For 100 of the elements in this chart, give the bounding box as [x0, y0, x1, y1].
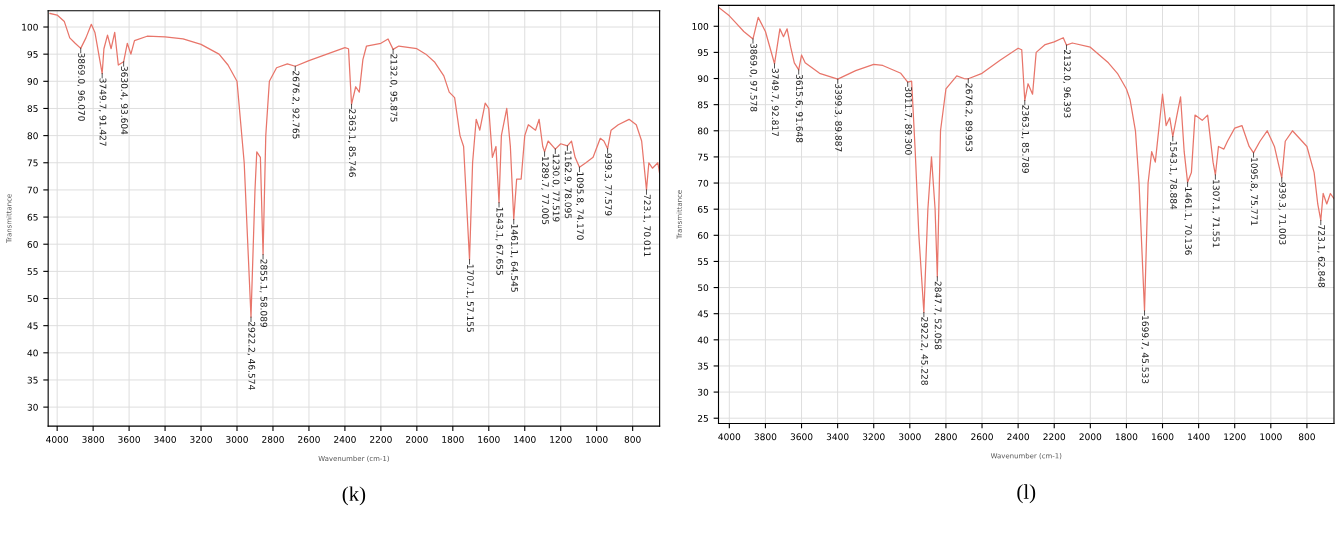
text: (k) — [342, 486, 366, 506]
x-tick-label: 2000 — [1079, 433, 1102, 441]
annotation: 1095.8, 74.170 — [575, 172, 584, 240]
x-tick-label: 2600 — [298, 436, 320, 443]
y-tick-label: 45 — [697, 310, 708, 318]
annotation: 3399.3, 89.887 — [834, 83, 842, 152]
annotation: 1095.8, 75.771 — [1249, 158, 1258, 226]
y-tick-label: 60 — [27, 240, 38, 248]
y-tick-label: 40 — [27, 349, 38, 357]
x-tick-label: 1000 — [1260, 433, 1282, 441]
x-tick-label: 1200 — [1224, 433, 1246, 441]
y-tick-label: 65 — [27, 213, 38, 221]
annotation: 2676.2, 92.765 — [291, 71, 300, 139]
y-tick-label: 65 — [697, 205, 708, 213]
annotation: 1307.1, 71.551 — [1211, 180, 1220, 248]
y-tick-label: 85 — [697, 101, 708, 109]
annotation: 1289.7, 77.005 — [541, 157, 549, 225]
annotation: 2855.1, 58.089 — [259, 259, 268, 328]
y-tick-label: 70 — [698, 179, 709, 187]
x-tick-label: 1000 — [586, 436, 608, 443]
y-tick-label: 25 — [697, 414, 708, 422]
x-tick-label: 1400 — [514, 436, 536, 443]
x-tick-label: 3400 — [154, 436, 176, 443]
y-tick-label: 35 — [697, 362, 708, 370]
annotation: 2922.2, 45.228 — [920, 317, 929, 385]
y-tick-label: 45 — [27, 322, 38, 330]
y-tick-label: 50 — [27, 295, 38, 303]
x-tick-label: 2600 — [971, 433, 993, 441]
annotation: 1461.1, 70.136 — [1184, 187, 1192, 255]
x-tick-label: 3400 — [826, 433, 849, 441]
y-tick-label: 80 — [27, 132, 38, 140]
x-tick-label: 1600 — [1152, 433, 1174, 441]
x-tick-label: 3600 — [790, 433, 813, 441]
x-tick-label: 2200 — [370, 436, 392, 443]
annotation: 2676.2, 89.953 — [964, 83, 973, 152]
y-tick-label: 70 — [27, 186, 38, 194]
annotation: 1707.1, 57.155 — [465, 264, 474, 332]
y-tick-label: 90 — [27, 78, 38, 85]
x-tick-label: 2400 — [1007, 433, 1030, 441]
annotation: 2363.1, 85.746 — [348, 109, 356, 177]
y-tick-label: 40 — [697, 336, 709, 344]
annotation: 1162.9, 78.095 — [563, 151, 572, 219]
x-tick-label: 2000 — [406, 436, 428, 443]
y-tick-label: 95 — [697, 49, 708, 56]
annotation: 2363.1, 85.789 — [1021, 105, 1029, 173]
x-tick-label: 3800 — [754, 433, 777, 441]
x-tick-label: 1200 — [550, 436, 572, 443]
x-tick-label: 2800 — [935, 433, 957, 441]
annotation: 939.3, 71.003 — [1278, 182, 1286, 245]
x-tick-label: 4000 — [718, 433, 741, 441]
annotation: 3869.0, 96.070 — [77, 53, 85, 121]
annotation: 1543.1, 78.884 — [1169, 141, 1177, 210]
x-tick-label: 3000 — [899, 433, 921, 441]
y-tick-label: 75 — [698, 153, 708, 161]
annotation: 723.1, 70.011 — [642, 194, 651, 257]
x-tick-label: 4000 — [46, 436, 69, 443]
annotation: 2922.2, 46.574 — [247, 321, 256, 390]
y-tick-label: 50 — [697, 284, 709, 292]
x-tick-label: 3800 — [82, 436, 105, 443]
y-tick-label: 55 — [27, 268, 38, 275]
annotation: 723.1, 62.848 — [1317, 225, 1325, 288]
x-tick-label: 2400 — [334, 436, 356, 443]
annotation: 1230.0, 77.519 — [551, 154, 560, 222]
x-tick-label: 3200 — [862, 433, 885, 441]
annotation: 1461.1, 64.545 — [510, 224, 518, 292]
y-tick-label: 30 — [27, 403, 38, 411]
annotation: 3749.7, 92.817 — [770, 68, 779, 137]
x-tick-label: 800 — [1298, 433, 1315, 441]
x-tick-label: 3000 — [226, 436, 248, 443]
x-tick-label: 3600 — [118, 436, 140, 443]
annotation: 3011.7, 89.300 — [904, 87, 912, 155]
y-tick-label: 55 — [697, 258, 708, 265]
annotation: 939.3, 77.579 — [604, 153, 612, 216]
y-tick-label: 35 — [27, 376, 38, 384]
x-tick-label: 2200 — [1043, 433, 1066, 441]
annotation: 3869.0, 97.578 — [749, 43, 758, 112]
y-tick-label: 100 — [692, 22, 709, 30]
text: (l) — [1017, 484, 1036, 504]
x-tick-label: 3200 — [190, 436, 212, 443]
y-tick-label: 100 — [22, 23, 38, 31]
y-tick-label: 90 — [697, 75, 709, 83]
annotation: 2132.0, 96.393 — [1062, 49, 1071, 118]
y-tick-label: 95 — [27, 50, 38, 58]
x-tick-label: 1800 — [1115, 433, 1138, 441]
x-tick-label: 1800 — [442, 436, 464, 443]
x-tick-label: 1600 — [478, 436, 500, 443]
annotation: 3615.6, 91.648 — [795, 74, 803, 143]
y-tick-label: 75 — [27, 159, 38, 167]
y-tick-label: 85 — [27, 105, 38, 113]
annotation: 1543.1, 67.655 — [495, 207, 504, 275]
y-tick-label: 80 — [697, 127, 709, 135]
x-tick-label: 2800 — [262, 436, 284, 443]
annotation: 3749.7, 91.427 — [98, 78, 107, 146]
annotation: 3630.4, 93.604 — [120, 66, 128, 135]
x-tick-label: 1400 — [1188, 433, 1210, 441]
y-tick-label: 30 — [697, 388, 709, 396]
annotation: 2847.7, 52.058 — [933, 281, 942, 350]
annotation: 2132.0, 95.875 — [389, 54, 398, 122]
x-tick-label: 800 — [624, 436, 641, 443]
y-tick-label: 60 — [697, 232, 709, 239]
